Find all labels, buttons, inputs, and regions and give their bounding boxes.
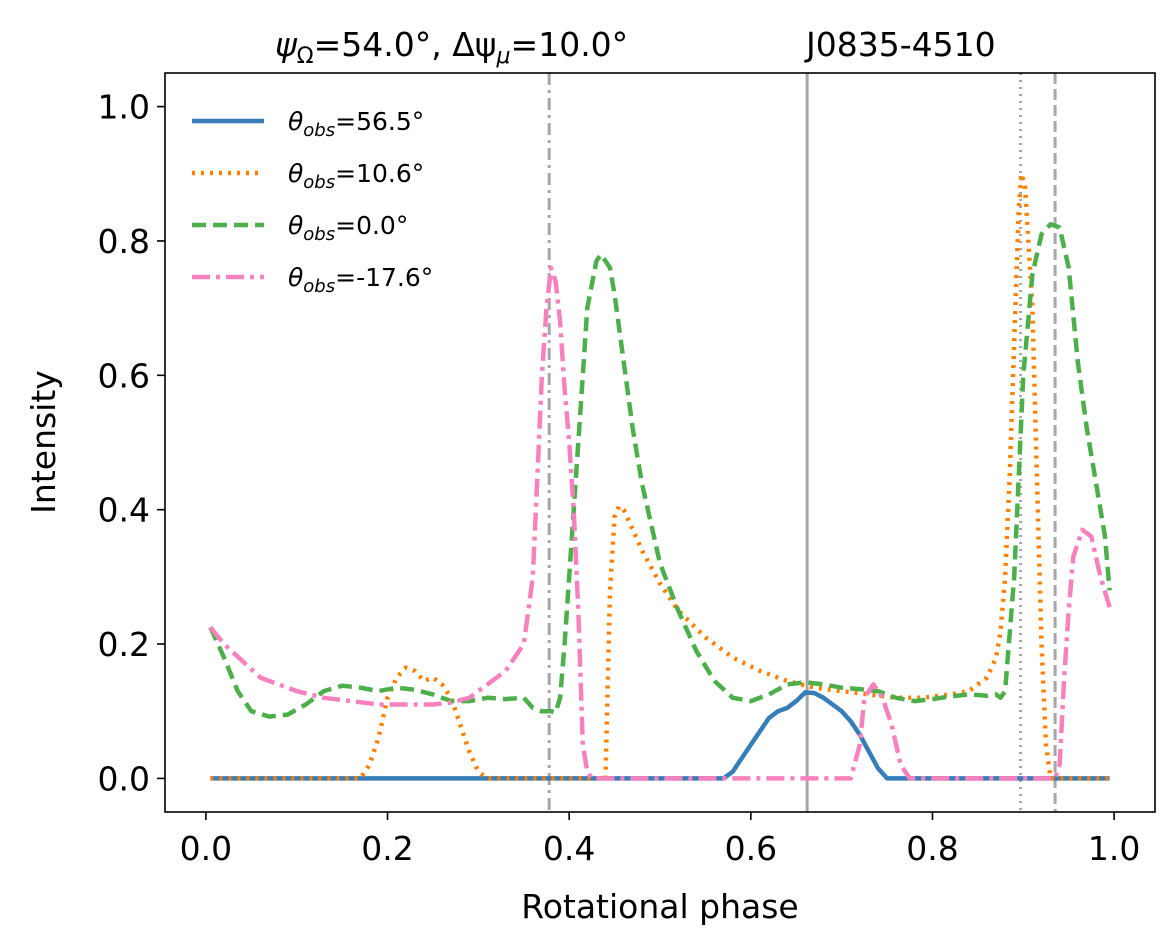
x-tick-label-1: 0.2 (361, 829, 413, 868)
axes (164, 72, 1156, 813)
y-tick-label-3: 0.6 (98, 356, 150, 395)
series-line-1 (210, 171, 1110, 781)
y-tick-label-5: 1.0 (98, 88, 150, 127)
series-line-3 (208, 265, 1112, 781)
legend-label-0: θobs=56.5° (288, 107, 424, 141)
y-tick-label-0: 0.0 (98, 759, 150, 798)
x-axis-title: Rotational phase (521, 887, 798, 926)
x-tick-label-5: 1.0 (1088, 829, 1140, 868)
x-tick-label-3: 0.6 (725, 829, 777, 868)
x-tick-label-2: 0.4 (543, 829, 595, 868)
ticks: 0.0 0.2 0.4 0.6 0.8 1.0 0.0 0.2 0.4 0.6 0.8 1.0 (98, 88, 1141, 868)
plot-frame (164, 72, 1156, 813)
chart-title-right: J0835-4510 (804, 25, 996, 64)
series-line-0 (210, 690, 1110, 781)
y-axis-title: Intensity (24, 370, 63, 514)
chart-title-left: ψΩ=54.0°, Δψμ=10.0° (275, 25, 628, 69)
legend: θobs=56.5° θobs=10.6° θobs=0.0° θobs=-17.6° (192, 107, 433, 297)
legend-label-3: θobs=-17.6° (288, 263, 433, 297)
x-tick-label-4: 0.8 (906, 829, 958, 868)
legend-label-2: θobs=0.0° (288, 211, 408, 245)
y-tick-label-1: 0.2 (98, 625, 150, 664)
y-tick-label-4: 0.8 (98, 222, 150, 261)
series-line-2 (208, 221, 1112, 719)
series-lines (208, 171, 1112, 781)
y-tick-label-2: 0.4 (98, 491, 150, 530)
legend-label-1: θobs=10.6° (288, 159, 424, 193)
reference-lines (547, 73, 1057, 812)
x-tick-label-0: 0.0 (180, 829, 232, 868)
